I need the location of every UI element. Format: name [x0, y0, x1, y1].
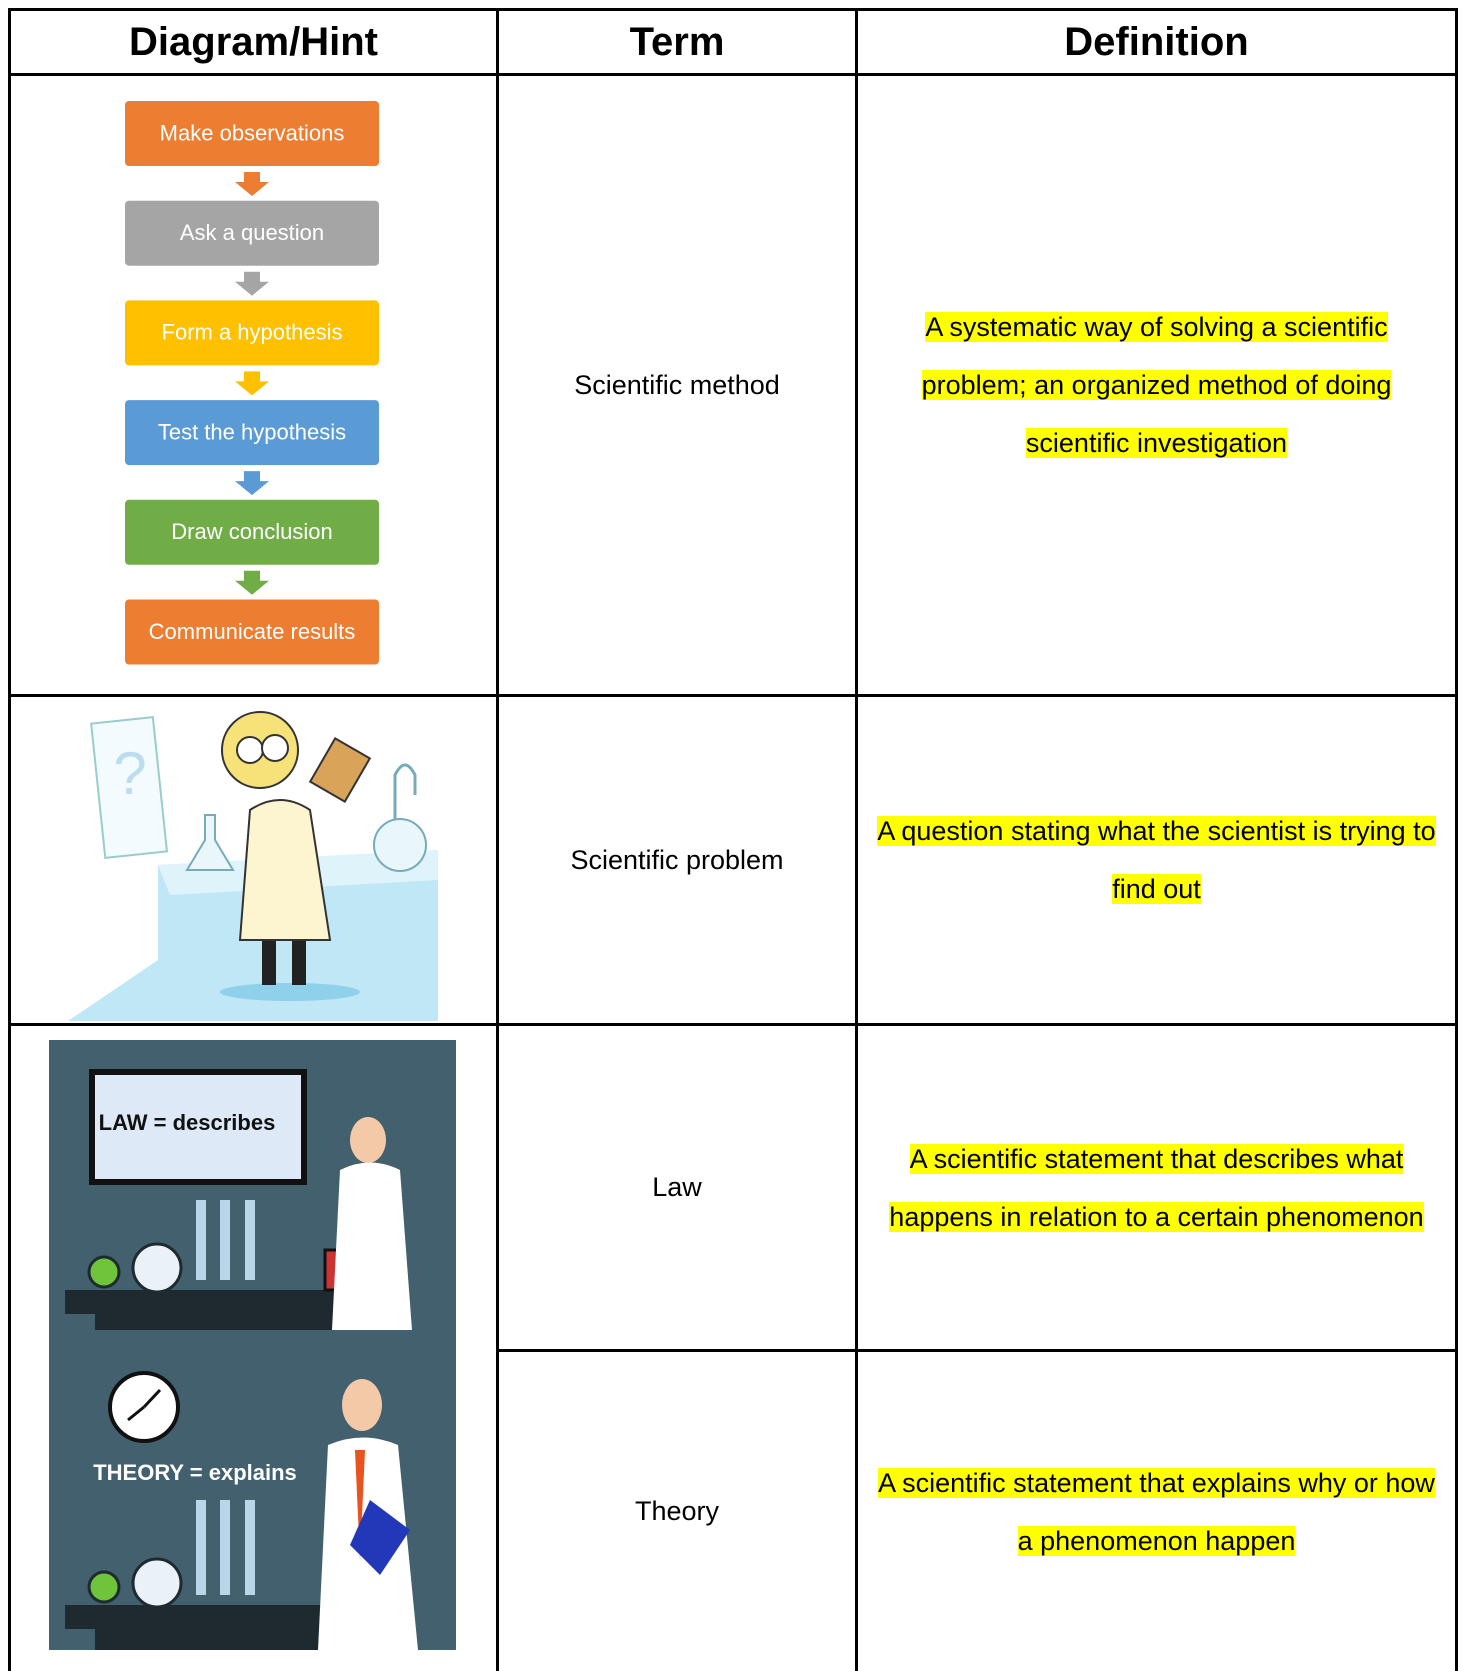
flow-arrow [235, 371, 269, 396]
header-cell: Diagram/Hint [129, 19, 378, 64]
flow-arrow [235, 471, 269, 496]
flow-arrow [235, 172, 269, 196]
term: Theory [634, 1496, 720, 1526]
term: Law [652, 1172, 702, 1202]
flow-step [125, 499, 379, 565]
definition-cell: A scientific statement that explains why… [858, 1352, 1455, 1671]
table-border [8, 8, 11, 1671]
table-border [496, 1349, 1458, 1352]
term: Scientific method [574, 369, 780, 400]
svg-text:?: ? [113, 740, 146, 807]
scientist-illustration: ? [68, 697, 438, 1021]
law-theory-illustration: LAW = describes THEORY = explains [49, 1040, 456, 1650]
flow-arrow [235, 570, 269, 595]
header-cell: Term [629, 19, 725, 64]
table-border [496, 8, 499, 1671]
flow-step-label: Make observations [160, 120, 345, 145]
flow-step-label: Ask a question [180, 220, 324, 245]
definition-cell: A scientific statement that describes wh… [858, 1026, 1455, 1349]
flow-step-label: Form a hypothesis [162, 320, 343, 345]
flow-step [125, 200, 379, 266]
header-cell: Definition [1064, 19, 1249, 64]
table-border [8, 8, 1458, 11]
flow-arrow [235, 271, 269, 296]
flow-step [125, 300, 379, 366]
flow-step [125, 400, 379, 466]
illustration-label: LAW = describes [99, 1110, 276, 1135]
flow-step-label: Test the hypothesis [158, 419, 346, 444]
flow-step [125, 101, 379, 166]
table-border [8, 1023, 1458, 1026]
flow-step-label: Communicate results [149, 619, 356, 644]
illustration-label: THEORY = explains [93, 1460, 297, 1485]
table-border [8, 73, 1458, 76]
table-border [8, 694, 1458, 697]
flow-step [125, 599, 379, 665]
definition-cell: A question stating what the scientist is… [858, 697, 1455, 1023]
table-border [1455, 8, 1458, 1671]
term: Scientific problem [570, 844, 784, 875]
table-border [855, 8, 858, 1671]
definition-cell: A systematic way of solving a scientific… [858, 76, 1455, 694]
flow-step-label: Draw conclusion [171, 519, 332, 544]
flowchart: Make observations Ask a question Form a hy… [125, 101, 379, 665]
